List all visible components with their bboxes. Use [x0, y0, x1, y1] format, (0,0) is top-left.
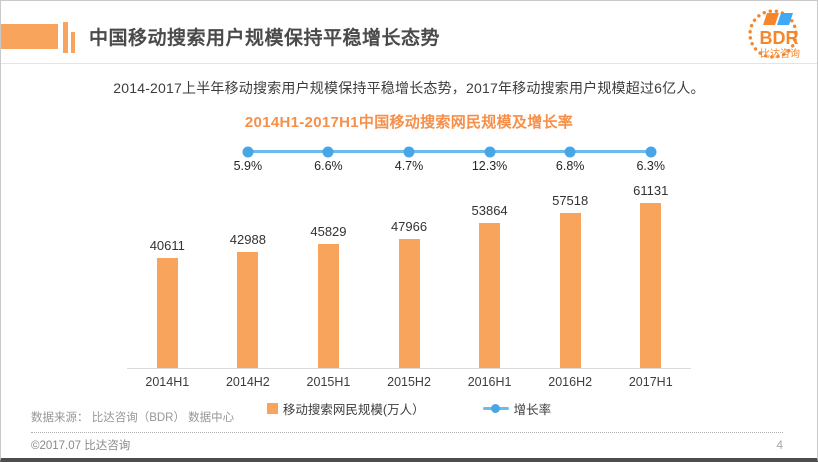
logo-flag-orange [763, 13, 779, 25]
header-accent-bar-short [71, 32, 75, 53]
bars-row: 40611 42988 45829 47966 53864 57518 61131 [127, 174, 691, 369]
growth-rate-value-label: 12.3% [471, 159, 508, 173]
logo-dotted-ring [748, 9, 798, 59]
bar [559, 212, 581, 368]
growth-rate-line [247, 150, 651, 153]
bar-column: 45829 [288, 224, 369, 368]
header-accent-rect [1, 24, 58, 49]
line-series-marker-icon [482, 403, 509, 414]
bar [640, 203, 662, 368]
bar-column: 42988 [208, 232, 289, 368]
x-axis-label: 2017H1 [628, 375, 673, 389]
chart-area: 5.9% 6.6% 4.7% 12.3% 6.8% 6.3% 40611 42988 4582… [127, 138, 691, 393]
legend-item-line: 增长率 [482, 399, 552, 418]
chart-title: 2014H1-2017H1中国移动搜索网民规模及增长率 [244, 114, 574, 131]
growth-rate-value-label: 5.9% [233, 159, 263, 173]
x-axis-label: 2015H1 [306, 375, 351, 389]
growth-rate-point [645, 146, 657, 157]
slide-subtitle: 2014-2017上半年移动搜索用户规模保持平稳增长态势，2017年移动搜索用户… [113, 80, 705, 96]
bar-value-label: 61131 [633, 183, 669, 198]
bar-value-label: 45829 [310, 224, 347, 240]
page-title: 中国移动搜索用户规模保持平稳增长态势 [89, 28, 441, 49]
bar-series-swatch-icon [266, 403, 278, 414]
slide-header: 中国移动搜索用户规模保持平稳增长态势 BDR 比达咨询 [1, 1, 817, 64]
page-number: 4 [776, 438, 783, 452]
bar [156, 258, 178, 368]
growth-rate-value-label: 4.7% [394, 159, 424, 173]
bar-column: 47966 [369, 219, 450, 368]
header-accent-bar-tall [63, 22, 68, 53]
bar [479, 222, 501, 368]
logo-brand-cn-text: 比达咨询 [760, 47, 800, 60]
x-labels-row: 2014H1 2014H2 2015H1 2015H2 2016H1 2016H2 2017… [127, 371, 691, 393]
logo-brand-text: BDR [760, 28, 799, 48]
bar [317, 244, 339, 368]
x-axis-label: 2016H2 [548, 375, 593, 389]
bar [237, 251, 259, 368]
bar-value-label: 53864 [471, 202, 508, 218]
x-axis-label: 2015H2 [387, 375, 431, 389]
chart-legend: 移动搜索网民规模(万人） 增长率 [1, 399, 817, 418]
x-axis-label: 2014H2 [225, 375, 270, 389]
bar-column: 61131 [610, 183, 691, 368]
legend-item-bars: 移动搜索网民规模(万人） [266, 399, 425, 418]
bar-column: 53864 [449, 203, 530, 368]
growth-rate-value-label: 6.3% [636, 159, 665, 173]
copyright-text: ©2017.07 比达咨询 [31, 440, 131, 452]
bar [398, 238, 420, 368]
logo-flag-blue [777, 13, 793, 25]
footer-divider [31, 432, 783, 433]
growth-rate-point [484, 146, 496, 157]
growth-rate-value-label: 6.8% [555, 159, 585, 173]
x-axis-label: 2014H1 [145, 375, 190, 389]
slide-footer: 数据来源： 比达咨询（BDR） 数据中心 ©2017.07 比达咨询 4 [31, 409, 783, 453]
bar-column: 40611 [127, 238, 208, 368]
legend-bar-label: 移动搜索网民规模(万人） [282, 403, 425, 417]
growth-rate-point [322, 146, 334, 157]
growth-rate-point [564, 146, 576, 157]
bdr-logo: BDR 比达咨询 [748, 9, 800, 60]
bar-value-label: 47966 [390, 218, 428, 234]
bar-value-label: 42988 [229, 231, 266, 247]
bar-value-label: 40611 [149, 238, 185, 254]
legend-line-label: 增长率 [513, 403, 552, 417]
bar-column: 57518 [530, 193, 611, 368]
data-source-text: 数据来源： 比达咨询（BDR） 数据中心 [31, 412, 235, 424]
growth-rate-point [403, 146, 415, 157]
bar-value-label: 57518 [552, 192, 589, 208]
x-axis-label: 2016H1 [467, 375, 512, 389]
growth-rate-point [242, 146, 254, 157]
growth-rate-value-label: 6.6% [314, 159, 343, 173]
